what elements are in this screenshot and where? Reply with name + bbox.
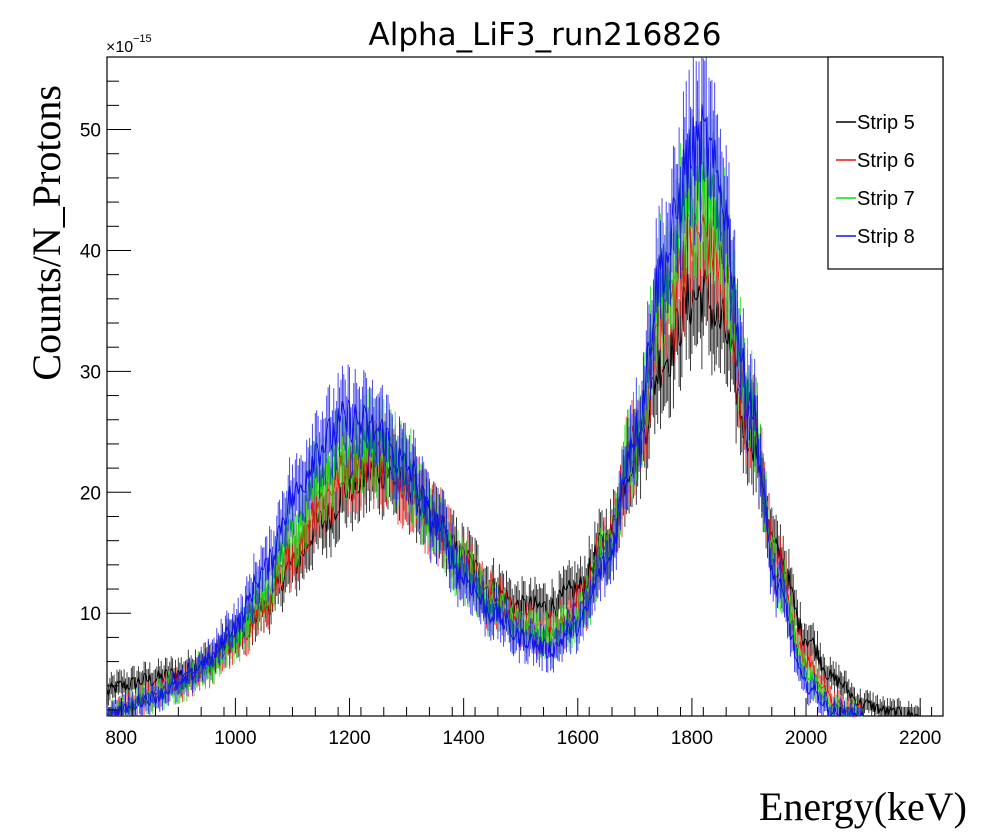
legend-label: Strip 5: [857, 112, 915, 134]
legend-item: Strip 8: [836, 226, 915, 248]
plot-frame: [106, 56, 944, 717]
y-multiplier-base: ×10: [106, 39, 133, 56]
y-tick-label: 40: [80, 241, 101, 262]
x-tick-label: 2000: [785, 728, 827, 749]
y-multiplier-exponent: −15: [133, 33, 152, 45]
y-multiplier-label: ×10 −15: [106, 33, 152, 56]
x-tick-label: 1800: [671, 728, 713, 749]
chart-title: Alpha_LiF3_run216826: [369, 17, 722, 53]
series-strip-8: [106, 57, 864, 718]
x-tick-label: 800: [105, 728, 137, 749]
legend-item: Strip 5: [836, 112, 915, 134]
y-axis-title: Counts/N_Protons: [24, 85, 69, 381]
x-axis-title: Energy(keV): [759, 784, 967, 829]
x-tick-label: 2200: [899, 728, 941, 749]
legend-item: Strip 6: [836, 150, 915, 172]
legend-label: Strip 6: [857, 150, 915, 172]
legend-label: Strip 8: [857, 226, 915, 248]
y-tick-label: 50: [80, 121, 101, 142]
legend-label: Strip 7: [857, 188, 915, 210]
y-tick-label: 20: [80, 483, 101, 504]
y-tick-label: 30: [80, 362, 101, 383]
legend-items: Strip 5 Strip 6 Strip 7 Strip 8: [836, 112, 915, 248]
y-tick-label: 10: [80, 604, 101, 625]
x-tick-label: 1600: [557, 728, 599, 749]
legend: Strip 5 Strip 6 Strip 7 Strip 8: [827, 56, 944, 270]
axis-layer: 800 1000 1200 1400 1600 1800 2000 2200 10 20 30 40 5…: [80, 56, 941, 749]
series-layer: [106, 57, 921, 718]
legend-item: Strip 7: [836, 188, 915, 210]
legend-box: [827, 56, 944, 270]
x-tick-label: 1200: [328, 728, 370, 749]
series-line: [106, 103, 864, 718]
x-tick-label: 1000: [214, 728, 256, 749]
x-tick-label: 1400: [443, 728, 485, 749]
